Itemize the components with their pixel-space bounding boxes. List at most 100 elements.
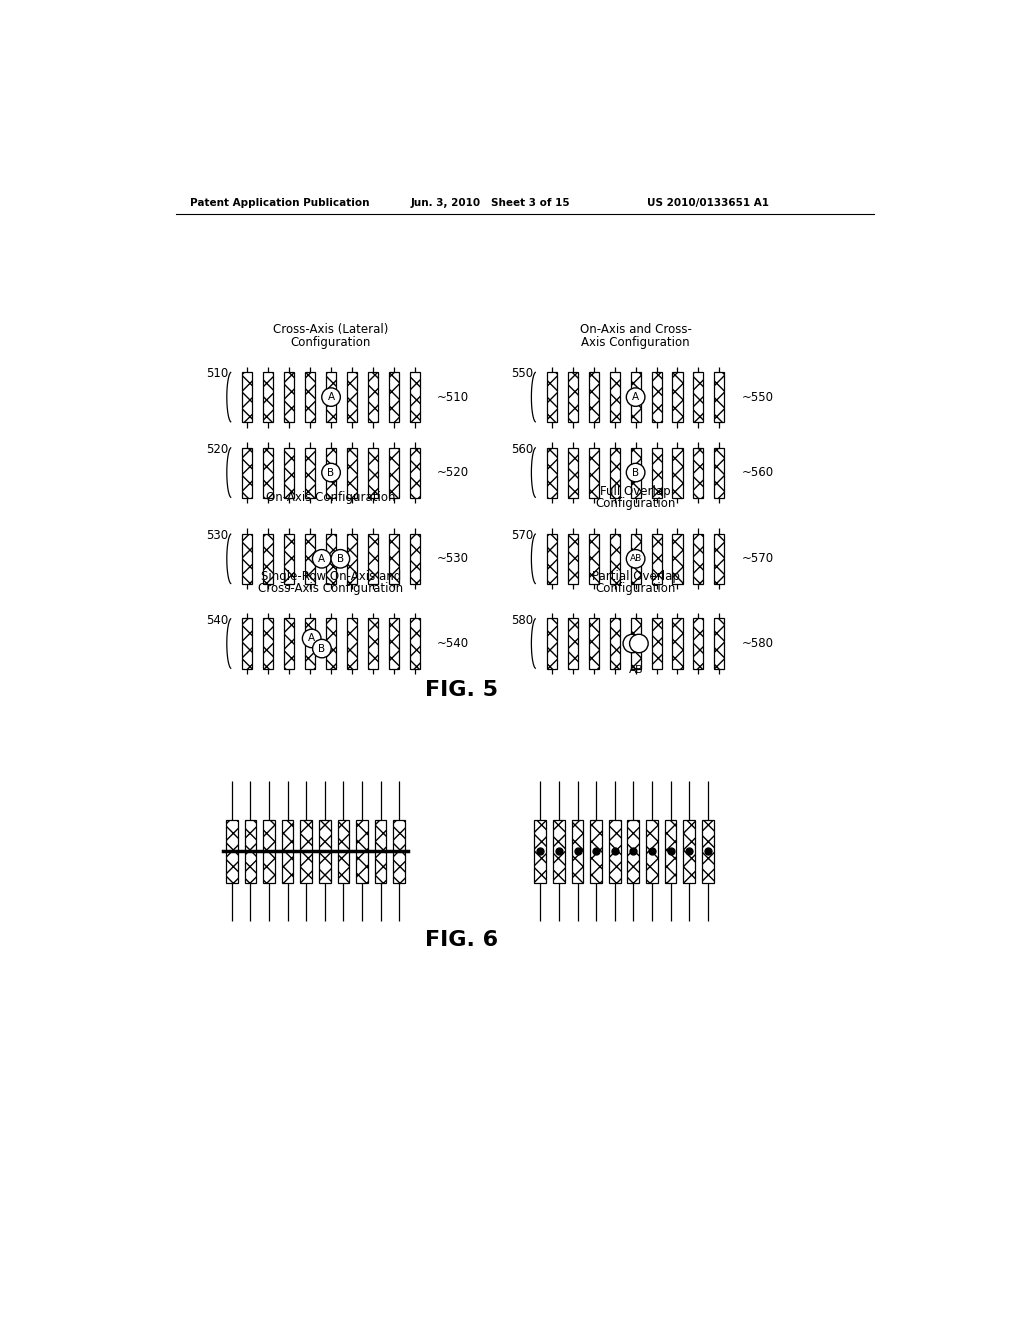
Bar <box>347 533 357 583</box>
Text: A: A <box>308 634 315 643</box>
Bar <box>410 447 420 498</box>
Bar <box>568 447 578 498</box>
Bar <box>375 820 386 883</box>
Bar <box>693 447 703 498</box>
Text: B: B <box>632 467 639 478</box>
Text: A: A <box>328 392 335 403</box>
Bar <box>665 820 676 883</box>
Text: Single-Row On-Axis and: Single-Row On-Axis and <box>261 570 401 582</box>
Text: ~560: ~560 <box>741 466 773 479</box>
Bar <box>631 372 641 422</box>
Bar <box>285 447 294 498</box>
Bar <box>282 820 294 883</box>
Text: A: A <box>318 554 326 564</box>
Bar <box>715 372 724 422</box>
Bar <box>673 447 683 498</box>
Bar <box>589 372 599 422</box>
Text: B: B <box>328 467 335 478</box>
Text: FIG. 6: FIG. 6 <box>425 931 498 950</box>
Bar <box>651 619 662 668</box>
Circle shape <box>630 635 648 653</box>
Bar <box>305 372 315 422</box>
Text: Jun. 3, 2010   Sheet 3 of 15: Jun. 3, 2010 Sheet 3 of 15 <box>411 198 570 209</box>
Bar <box>356 820 368 883</box>
Bar <box>368 447 378 498</box>
Bar <box>226 820 238 883</box>
Bar <box>693 533 703 583</box>
Bar <box>651 447 662 498</box>
Circle shape <box>627 549 645 568</box>
Text: Cross-Axis Configuration: Cross-Axis Configuration <box>258 582 403 595</box>
Text: AB: AB <box>630 554 642 564</box>
Bar <box>305 619 315 668</box>
Bar <box>347 372 357 422</box>
Bar <box>410 533 420 583</box>
Bar <box>547 533 557 583</box>
Text: On-Axis and Cross-: On-Axis and Cross- <box>580 323 691 337</box>
Circle shape <box>627 388 645 407</box>
Text: B: B <box>337 554 344 564</box>
Bar <box>368 533 378 583</box>
Text: 540: 540 <box>206 614 228 627</box>
Bar <box>609 372 620 422</box>
Text: B: B <box>635 665 643 675</box>
Bar <box>368 619 378 668</box>
Text: ~580: ~580 <box>741 638 773 649</box>
Bar <box>590 820 602 883</box>
Text: 580: 580 <box>511 614 532 627</box>
Bar <box>715 619 724 668</box>
Text: Patent Application Publication: Patent Application Publication <box>190 198 370 209</box>
Bar <box>589 619 599 668</box>
Bar <box>326 533 336 583</box>
Bar <box>347 447 357 498</box>
Bar <box>715 447 724 498</box>
Bar <box>245 820 256 883</box>
Text: Partial Overlap: Partial Overlap <box>592 570 680 582</box>
Bar <box>553 820 564 883</box>
Bar <box>410 619 420 668</box>
Bar <box>609 533 620 583</box>
Bar <box>547 619 557 668</box>
Bar <box>319 820 331 883</box>
Bar <box>326 447 336 498</box>
Bar <box>589 533 599 583</box>
Text: Configuration: Configuration <box>595 582 676 595</box>
Circle shape <box>312 639 331 657</box>
Bar <box>368 372 378 422</box>
Text: Axis Configuration: Axis Configuration <box>582 335 690 348</box>
Text: ~520: ~520 <box>437 466 469 479</box>
Bar <box>631 533 641 583</box>
Bar <box>389 447 399 498</box>
Bar <box>646 820 657 883</box>
Text: US 2010/0133651 A1: US 2010/0133651 A1 <box>647 198 769 209</box>
Circle shape <box>623 635 642 653</box>
Bar <box>568 533 578 583</box>
Bar <box>300 820 312 883</box>
Bar <box>393 820 406 883</box>
Bar <box>631 619 641 668</box>
Bar <box>243 619 252 668</box>
Bar <box>651 372 662 422</box>
Bar <box>263 820 274 883</box>
Text: ~540: ~540 <box>437 638 469 649</box>
Bar <box>673 372 683 422</box>
Bar <box>673 619 683 668</box>
Bar <box>263 619 273 668</box>
Text: FIG. 5: FIG. 5 <box>425 680 498 700</box>
Bar <box>673 533 683 583</box>
Bar <box>326 372 336 422</box>
Text: Configuration: Configuration <box>595 498 676 511</box>
Bar <box>305 447 315 498</box>
Bar <box>715 533 724 583</box>
Text: 530: 530 <box>206 529 228 541</box>
Bar <box>410 372 420 422</box>
Bar <box>683 820 695 883</box>
Bar <box>631 447 641 498</box>
Bar <box>243 372 252 422</box>
Bar <box>609 619 620 668</box>
Bar <box>285 372 294 422</box>
Circle shape <box>331 549 349 568</box>
Circle shape <box>302 630 321 648</box>
Text: 570: 570 <box>511 529 532 541</box>
Bar <box>243 447 252 498</box>
